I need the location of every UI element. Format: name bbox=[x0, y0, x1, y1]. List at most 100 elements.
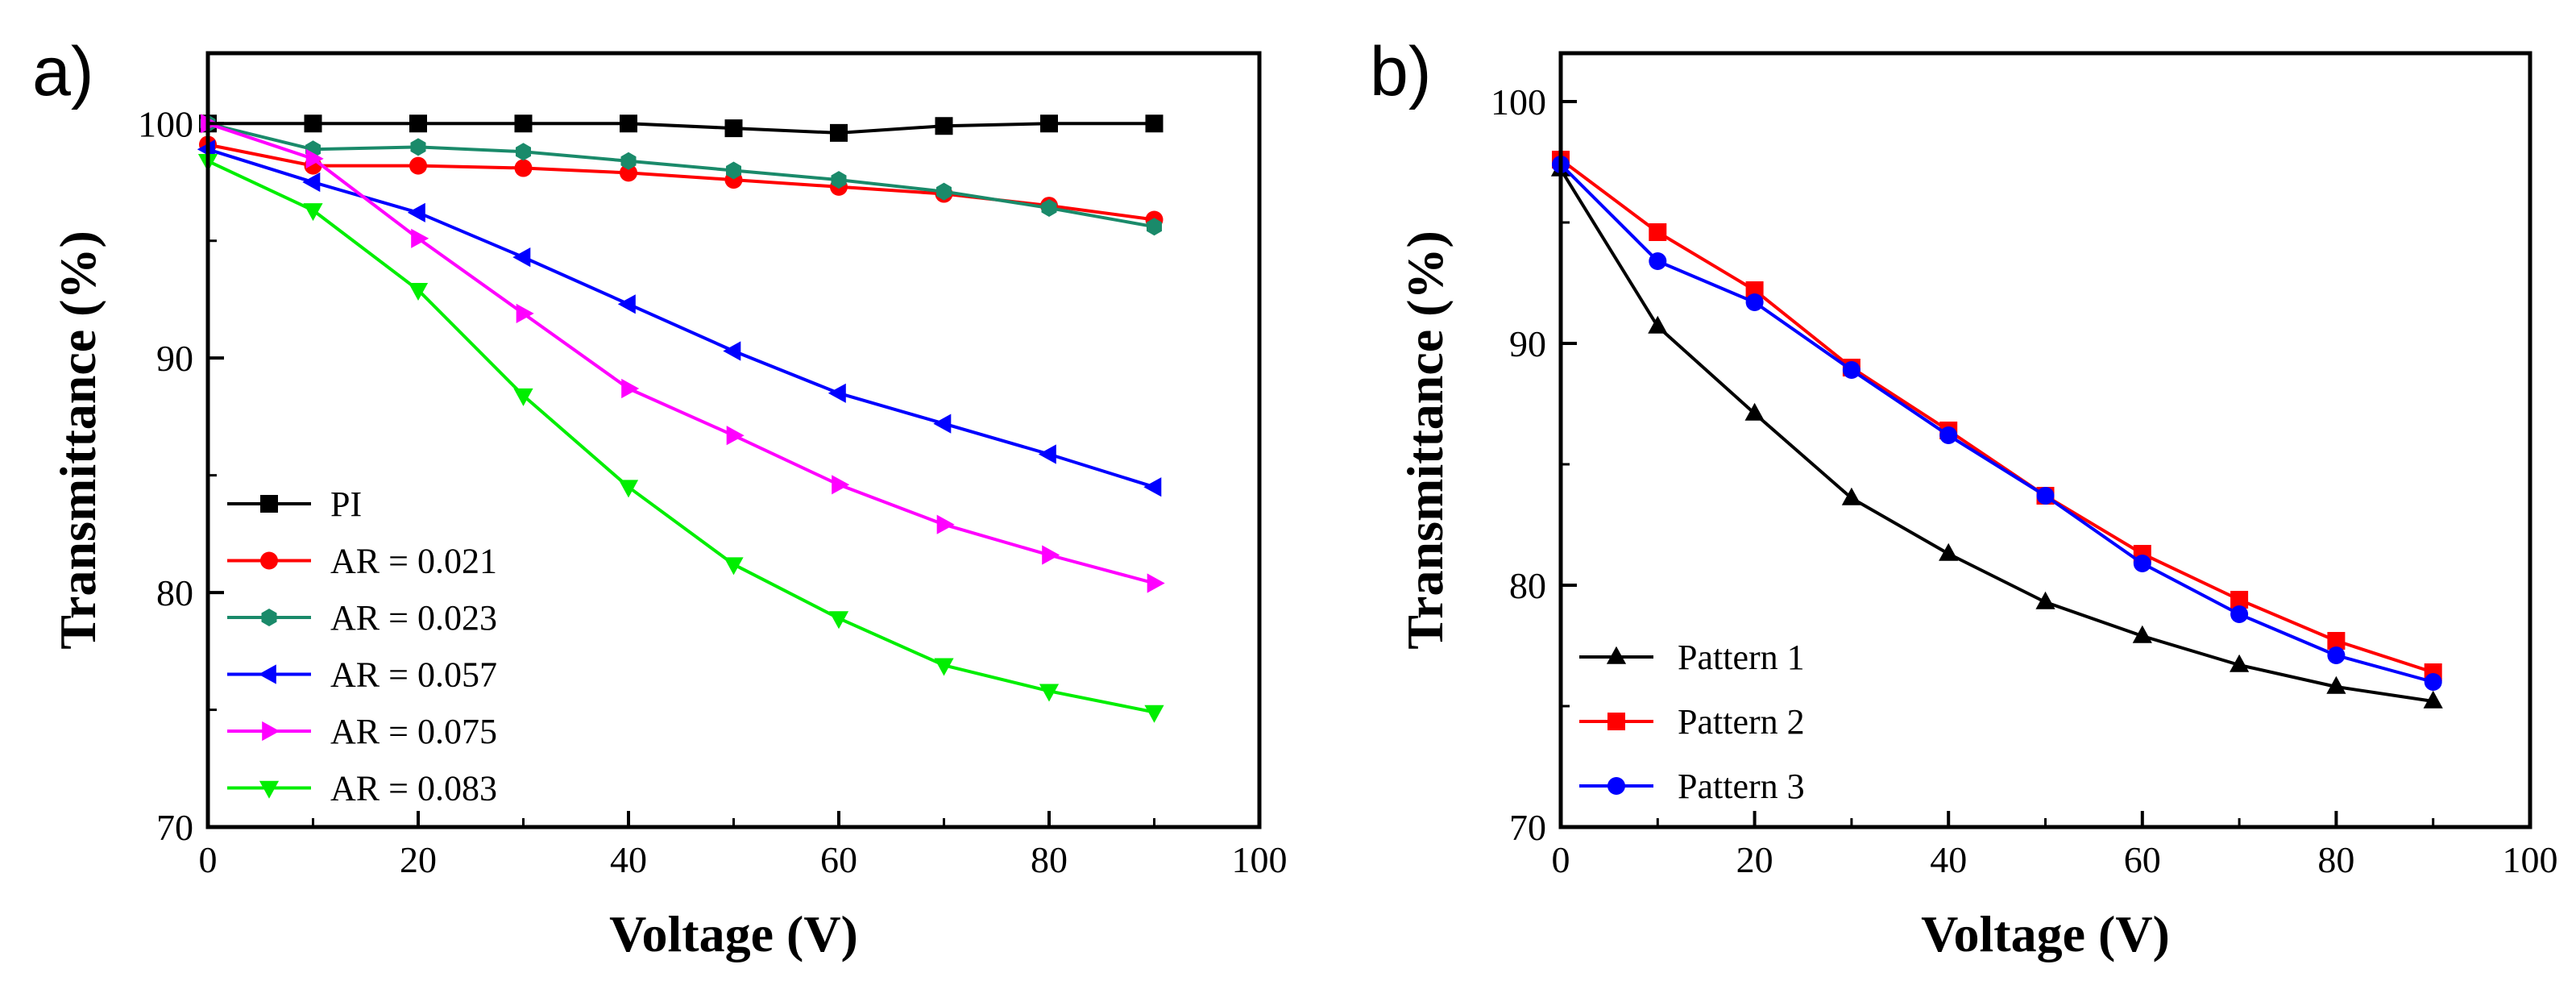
legend-label: AR = 0.075 bbox=[330, 712, 497, 751]
data-point bbox=[2424, 673, 2442, 691]
legend-label: AR = 0.083 bbox=[330, 769, 497, 808]
data-point bbox=[516, 143, 531, 161]
data-point bbox=[1744, 402, 1765, 421]
x-tick-label: 20 bbox=[400, 839, 437, 880]
data-point bbox=[1040, 114, 1058, 133]
y-tick-label: 100 bbox=[1491, 81, 1546, 123]
series-line-ar-0-023 bbox=[207, 122, 1155, 229]
legend-label: AR = 0.057 bbox=[330, 655, 497, 695]
legend-marker bbox=[260, 551, 278, 570]
data-point bbox=[516, 303, 534, 323]
data-point bbox=[2327, 646, 2346, 664]
y-tick-label: 90 bbox=[1509, 323, 1546, 364]
chart-a: a) 0 20 40 60 80 100 70 80 90 100 Voltage (V) Transm… bbox=[32, 33, 1288, 962]
data-point bbox=[2133, 555, 2151, 572]
data-point bbox=[1745, 293, 1764, 311]
x-axis-title: Voltage (V) bbox=[609, 905, 858, 962]
series-line-ar-0-075 bbox=[207, 122, 1155, 585]
legend: PI AR = 0.021 AR = 0.023 AR = 0.057 AR = 0.0… bbox=[227, 484, 497, 808]
data-point bbox=[2327, 632, 2346, 650]
data-point bbox=[936, 514, 955, 534]
legend-marker bbox=[259, 780, 280, 799]
x-tick-label: 80 bbox=[1031, 839, 1068, 880]
data-point bbox=[620, 152, 637, 170]
data-point bbox=[304, 114, 322, 133]
data-point bbox=[726, 426, 745, 446]
data-point bbox=[1147, 218, 1162, 236]
data-point bbox=[1042, 545, 1060, 565]
series-line-ar-0-083 bbox=[207, 159, 1155, 714]
data-point bbox=[409, 114, 427, 133]
data-point bbox=[1939, 542, 1959, 561]
x-tick-label: 20 bbox=[1736, 839, 1773, 880]
legend-marker bbox=[260, 495, 278, 513]
legend-marker bbox=[262, 721, 280, 742]
data-point bbox=[620, 164, 637, 182]
data-point bbox=[1841, 487, 1861, 505]
x-tick-label: 40 bbox=[1930, 839, 1967, 880]
series-group bbox=[197, 114, 1165, 723]
series-line-pattern-1 bbox=[1559, 168, 2433, 703]
y-tick-label: 70 bbox=[1509, 807, 1546, 848]
series-line-pattern-2 bbox=[1559, 158, 2434, 674]
data-point bbox=[1144, 705, 1164, 723]
data-point bbox=[934, 658, 954, 676]
x-tick-label: 40 bbox=[610, 839, 647, 880]
data-point bbox=[1649, 252, 1667, 270]
data-point bbox=[1038, 444, 1056, 464]
data-point bbox=[2230, 591, 2249, 609]
legend-marker bbox=[258, 664, 276, 684]
y-axis-title: Transmittance (%) bbox=[49, 231, 106, 650]
data-point bbox=[831, 171, 847, 189]
legend-marker bbox=[1607, 777, 1625, 795]
data-point bbox=[2326, 675, 2346, 694]
x-tick-label: 100 bbox=[2503, 839, 2558, 880]
data-point bbox=[620, 114, 637, 133]
data-point bbox=[1147, 573, 1165, 593]
data-point bbox=[514, 159, 533, 177]
legend: Pattern 1 Pattern 2 Pattern 3 bbox=[1579, 638, 1805, 806]
x-tick-label: 80 bbox=[2317, 839, 2354, 880]
series-group bbox=[1550, 151, 2443, 709]
data-point bbox=[2132, 625, 2152, 643]
data-point bbox=[723, 341, 741, 361]
legend-label: PI bbox=[330, 484, 362, 524]
data-point bbox=[514, 114, 533, 133]
data-point bbox=[410, 138, 426, 156]
y-tick-label: 80 bbox=[1509, 565, 1546, 606]
data-point bbox=[618, 480, 639, 498]
legend-label: Pattern 1 bbox=[1678, 638, 1805, 677]
data-point bbox=[828, 611, 849, 630]
data-point bbox=[1143, 477, 1162, 497]
x-tick-label: 60 bbox=[2124, 839, 2161, 880]
data-point bbox=[1842, 361, 1860, 379]
data-point bbox=[724, 557, 744, 576]
y-tick-label: 80 bbox=[156, 572, 193, 613]
series-line-ar-0-021 bbox=[207, 143, 1155, 222]
panel-label-a: a) bbox=[32, 33, 93, 110]
legend-marker bbox=[1606, 646, 1627, 664]
legend-label: Pattern 3 bbox=[1678, 767, 1805, 806]
x-tick-label: 0 bbox=[1552, 839, 1570, 880]
data-point bbox=[2036, 487, 2055, 505]
data-point bbox=[828, 383, 846, 403]
x-tick-label: 60 bbox=[820, 839, 857, 880]
data-point bbox=[302, 172, 321, 193]
chart-b: b) 0 20 40 60 80 100 70 80 90 100 Voltage (V) Transm… bbox=[1370, 33, 2558, 962]
legend-label: AR = 0.021 bbox=[330, 542, 497, 581]
data-point bbox=[830, 123, 848, 142]
data-point bbox=[408, 283, 429, 301]
y-axis-title: Transmittance (%) bbox=[1396, 231, 1454, 650]
data-point bbox=[2230, 654, 2250, 672]
data-point bbox=[1649, 223, 1667, 241]
data-point bbox=[933, 414, 952, 434]
legend-label: AR = 0.023 bbox=[330, 598, 497, 638]
x-tick-label: 0 bbox=[199, 839, 218, 880]
data-point bbox=[1648, 315, 1668, 334]
data-point bbox=[726, 161, 741, 180]
panel-label-b: b) bbox=[1370, 33, 1431, 110]
data-point bbox=[2423, 690, 2443, 709]
data-point bbox=[1145, 114, 1164, 133]
data-point bbox=[409, 156, 427, 175]
y-tick-label: 70 bbox=[156, 807, 193, 848]
